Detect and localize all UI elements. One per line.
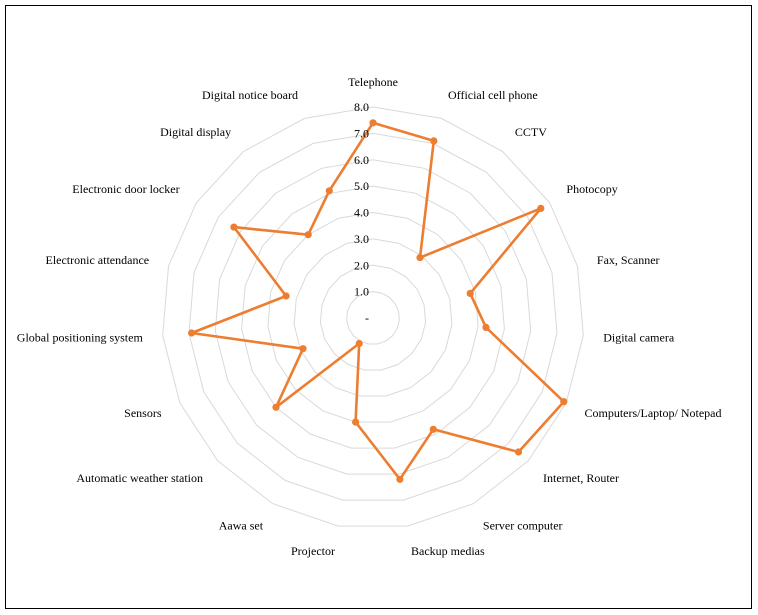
category-label: Photocopy [566, 182, 617, 196]
data-point [560, 398, 568, 406]
data-point [430, 137, 438, 145]
grid-ring [293, 238, 453, 397]
category-label: Fax, Scanner [597, 253, 660, 267]
category-label: Automatic weather station [76, 471, 203, 485]
grid-ring [346, 291, 400, 345]
grid-ring [241, 185, 505, 449]
tick-label: 7.0 [354, 126, 369, 140]
data-point [514, 448, 523, 456]
grid-ring [319, 264, 427, 371]
data-point [416, 254, 424, 262]
tick-label: 8.0 [354, 100, 369, 114]
series-line [190, 121, 566, 481]
data-point [282, 292, 290, 300]
category-label: Computers/Laptop/ Notepad [585, 406, 722, 420]
category-label: Telephone [348, 75, 398, 89]
data-point [369, 119, 377, 127]
category-labels: Telephone Official cell phone CCTV Photocop… [17, 75, 722, 558]
radial-tick-labels: - 1.0 2.0 3.0 4.0 5.0 6.0 7.0 8.0 [354, 100, 369, 325]
category-label: Aawa set [219, 519, 264, 533]
tick-label: 4.0 [354, 206, 369, 220]
category-label: Digital camera [603, 331, 675, 345]
tick-label: 6.0 [354, 153, 369, 167]
category-label: Digital display [160, 125, 231, 139]
data-point [429, 425, 437, 433]
data-point [537, 204, 545, 212]
category-label: Global positioning system [17, 331, 144, 345]
category-label: Internet, Router [543, 471, 619, 485]
grid-ring [188, 132, 558, 501]
data-point [466, 289, 474, 297]
data-point [482, 323, 490, 331]
data-point [355, 339, 363, 348]
grid-ring [214, 159, 532, 475]
category-label: Sensors [124, 406, 162, 420]
category-label: Backup medias [411, 544, 485, 558]
data-point [352, 418, 360, 426]
category-label: Digital notice board [202, 88, 298, 102]
category-label: Electronic door locker [72, 182, 179, 196]
data-point [304, 231, 312, 239]
grid-ring [162, 106, 584, 527]
data-point [325, 187, 333, 195]
grid-ring [267, 211, 479, 423]
category-label: Server computer [483, 519, 563, 533]
data-point [188, 329, 196, 337]
tick-label: 1.0 [354, 285, 369, 299]
category-label: Projector [291, 544, 335, 558]
chart-frame [5, 5, 752, 609]
category-label: CCTV [515, 125, 547, 139]
category-label: Official cell phone [448, 88, 538, 102]
data-point [272, 403, 280, 411]
category-label: Electronic attendance [45, 253, 149, 267]
tick-label: - [365, 311, 369, 325]
radar-series [188, 119, 568, 483]
tick-label: 5.0 [354, 179, 369, 193]
radar-grid [162, 106, 584, 527]
data-point [230, 223, 238, 231]
tick-label: 2.0 [354, 258, 369, 272]
data-point [299, 345, 307, 353]
tick-label: 3.0 [354, 232, 369, 246]
data-point [396, 475, 404, 483]
